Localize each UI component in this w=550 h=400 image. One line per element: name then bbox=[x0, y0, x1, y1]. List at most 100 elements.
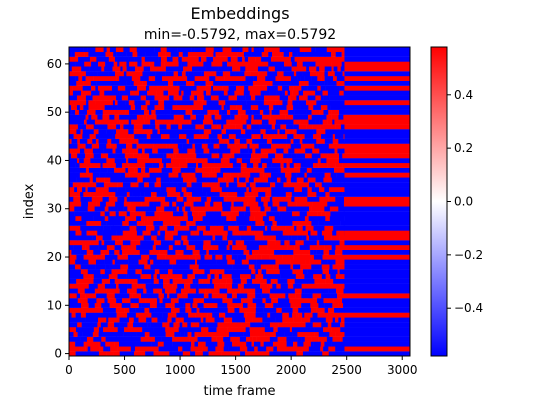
heatmap-cell bbox=[160, 283, 164, 289]
heatmap-cell bbox=[301, 172, 305, 178]
heatmap-cell bbox=[226, 119, 231, 125]
heatmap-cell bbox=[290, 56, 295, 62]
heatmap-cell bbox=[178, 302, 184, 308]
heatmap-cell bbox=[174, 119, 182, 125]
heatmap-cell bbox=[225, 336, 231, 342]
heatmap-cell bbox=[111, 85, 119, 91]
heatmap-cell bbox=[216, 172, 224, 178]
heatmap-cell bbox=[86, 336, 92, 342]
heatmap-cell bbox=[177, 293, 186, 299]
heatmap-cell bbox=[110, 278, 116, 284]
heatmap-cell bbox=[182, 269, 191, 275]
heatmap-cell bbox=[277, 327, 285, 333]
heatmap-cell bbox=[222, 143, 228, 149]
heatmap-cell bbox=[343, 114, 345, 120]
heatmap-cell bbox=[149, 302, 158, 308]
heatmap-cell bbox=[151, 341, 159, 347]
heatmap-cell bbox=[186, 187, 191, 193]
heatmap-cell bbox=[331, 244, 336, 250]
heatmap-cell bbox=[243, 51, 252, 57]
heatmap-cell bbox=[142, 172, 150, 178]
heatmap-cell bbox=[253, 273, 256, 279]
heatmap-cell bbox=[114, 240, 124, 246]
heatmap-cell bbox=[221, 264, 227, 270]
heatmap-cell bbox=[187, 191, 193, 197]
heatmap-cell bbox=[143, 225, 147, 231]
heatmap-cell bbox=[256, 336, 260, 342]
heatmap-cell bbox=[167, 225, 175, 231]
heatmap-cell bbox=[134, 351, 142, 357]
heatmap-cell bbox=[88, 225, 94, 231]
heatmap-cell bbox=[82, 206, 89, 212]
heatmap-cell bbox=[153, 206, 157, 212]
heatmap-cell bbox=[298, 191, 302, 197]
heatmap-cell bbox=[138, 133, 148, 139]
heatmap-cell bbox=[173, 322, 180, 328]
heatmap-cell bbox=[199, 269, 205, 275]
heatmap-cell bbox=[202, 104, 207, 110]
heatmap-cell bbox=[191, 119, 198, 125]
heatmap-cell bbox=[154, 148, 159, 154]
heatmap-cell bbox=[140, 240, 146, 246]
heatmap-cell bbox=[145, 129, 153, 135]
heatmap-cell bbox=[141, 302, 151, 308]
heatmap-cell bbox=[143, 114, 147, 120]
heatmap-cell bbox=[112, 244, 115, 250]
heatmap-cell bbox=[203, 71, 211, 77]
heatmap-cell bbox=[69, 85, 73, 91]
heatmap-cell bbox=[159, 327, 163, 333]
heatmap-cell bbox=[190, 177, 197, 183]
heatmap-cell bbox=[117, 327, 125, 333]
heatmap-cell bbox=[319, 264, 323, 270]
heatmap-cell bbox=[96, 182, 105, 188]
heatmap-row-steady bbox=[344, 187, 410, 193]
heatmap-cell bbox=[75, 230, 82, 236]
heatmap-cell bbox=[207, 143, 214, 149]
heatmap-cell bbox=[69, 75, 76, 81]
heatmap-cell bbox=[238, 80, 242, 86]
heatmap-cell bbox=[80, 211, 84, 217]
heatmap-cell bbox=[176, 206, 180, 212]
heatmap-cell bbox=[113, 302, 123, 308]
heatmap-cell bbox=[76, 129, 81, 135]
heatmap-cell bbox=[75, 75, 79, 81]
heatmap-cell bbox=[237, 109, 246, 115]
heatmap-cell bbox=[202, 244, 212, 250]
heatmap-cell bbox=[94, 66, 102, 72]
heatmap-cell bbox=[291, 215, 299, 222]
heatmap-cell bbox=[190, 293, 198, 299]
heatmap-cell bbox=[327, 104, 331, 110]
heatmap-cell bbox=[123, 331, 132, 337]
heatmap-cell bbox=[167, 80, 174, 86]
heatmap-cell bbox=[247, 143, 250, 149]
heatmap-cell bbox=[227, 288, 236, 294]
heatmap-cell bbox=[236, 104, 243, 110]
heatmap-cell bbox=[164, 235, 172, 241]
heatmap-cell bbox=[333, 66, 338, 72]
heatmap-cell bbox=[72, 278, 77, 284]
heatmap-cell bbox=[144, 143, 154, 149]
heatmap-cell bbox=[95, 51, 102, 57]
heatmap-cell bbox=[287, 201, 294, 207]
heatmap-cell bbox=[164, 61, 171, 67]
heatmap-cell bbox=[188, 85, 197, 91]
heatmap-cell bbox=[76, 283, 81, 289]
heatmap-cell bbox=[228, 51, 238, 57]
heatmap-cell bbox=[175, 249, 181, 255]
heatmap-cell bbox=[160, 138, 168, 144]
heatmap-cell bbox=[332, 119, 335, 125]
heatmap-cell bbox=[171, 129, 178, 135]
heatmap-cell bbox=[301, 206, 310, 212]
heatmap-cell bbox=[289, 240, 296, 246]
heatmap-cell bbox=[330, 129, 339, 135]
heatmap-cell bbox=[85, 71, 90, 77]
heatmap-cell bbox=[142, 71, 149, 77]
heatmap-cell bbox=[80, 129, 84, 135]
heatmap-cell bbox=[123, 206, 128, 212]
heatmap-cell bbox=[138, 201, 142, 207]
heatmap-cell bbox=[342, 298, 345, 304]
heatmap-cell bbox=[156, 302, 161, 308]
heatmap-cell bbox=[216, 85, 223, 91]
heatmap-cell bbox=[293, 162, 301, 168]
heatmap-cell bbox=[257, 211, 267, 217]
